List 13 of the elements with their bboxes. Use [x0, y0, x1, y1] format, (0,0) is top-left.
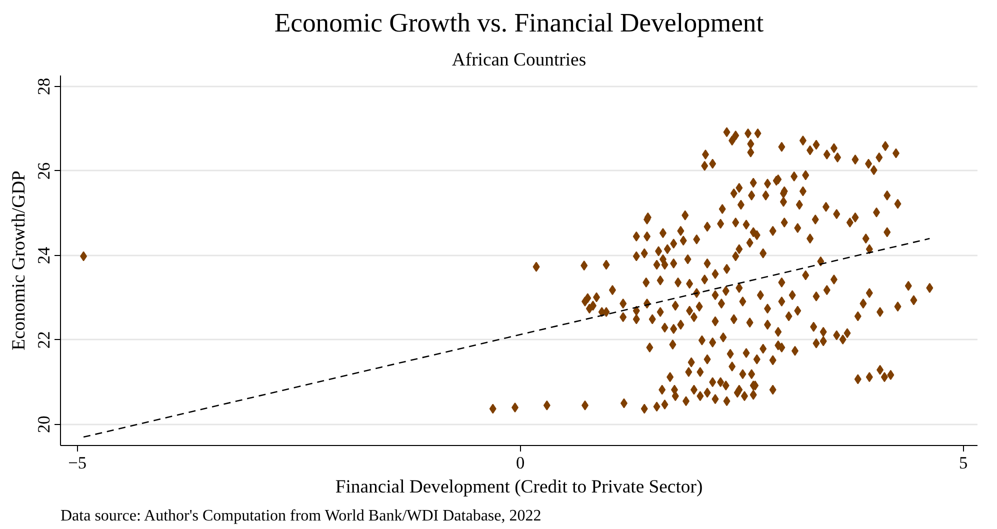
y-tick-label: 22 — [34, 331, 54, 349]
chart-subtitle: African Countries — [452, 50, 586, 70]
x-tick-label: 0 — [516, 454, 525, 472]
x-tick-label: −5 — [68, 454, 87, 472]
y-axis-title: Economic Growth/GDP — [8, 170, 30, 350]
source-note: Data source: Author's Computation from World Bank/WDI Database, 2022 — [60, 508, 542, 524]
x-tick-label: 5 — [958, 454, 968, 472]
y-tick-label: 26 — [34, 162, 54, 180]
y-tick-label: 24 — [34, 246, 54, 264]
x-axis-title: Financial Development (Credit to Private Sector) — [335, 476, 703, 498]
y-tick-label: 20 — [34, 416, 54, 434]
y-tick-label: 28 — [34, 78, 54, 96]
chart-title: Economic Growth vs. Financial Development — [274, 8, 764, 38]
